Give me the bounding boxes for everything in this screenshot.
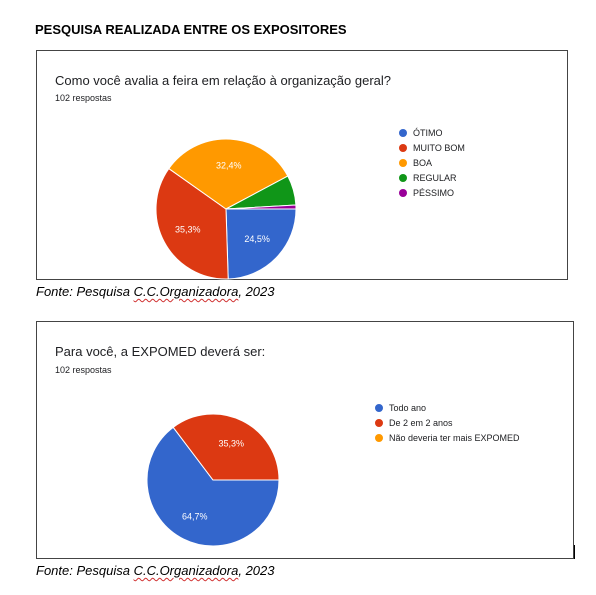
pie-chart: 64,7% 35,3% xyxy=(146,413,280,547)
legend-item-de-2-em-2-anos: De 2 em 2 anos xyxy=(375,415,520,430)
response-count: 102 respostas xyxy=(55,365,112,375)
slice-data-label: 64,7% xyxy=(182,512,208,522)
legend-swatch xyxy=(399,158,407,167)
pie-slice-otimo xyxy=(225,208,297,280)
slice-data-label: 32,4% xyxy=(216,161,242,171)
pie-slice-muito-bom xyxy=(155,167,229,280)
source-prefix: Fonte: Pesquisa xyxy=(36,563,134,578)
legend-label: PÉSSIMO xyxy=(413,187,455,198)
slice-data-label: 35,3% xyxy=(218,438,244,448)
legend-swatch xyxy=(375,418,383,427)
slice-data-label: 24,5% xyxy=(244,234,270,244)
chart-title: Como você avalia a feira em relação à or… xyxy=(55,73,392,88)
legend-label: Todo ano xyxy=(389,402,427,413)
legend-swatch xyxy=(375,403,383,412)
legend-item-otimo: ÓTIMO xyxy=(399,125,465,140)
slice-data-label: 35,3% xyxy=(175,225,201,235)
page-edge-mark xyxy=(574,545,575,559)
legend-item-todo-ano: Todo ano xyxy=(375,400,520,415)
chart-legend: Todo ano De 2 em 2 anos Não deveria ter ma… xyxy=(375,400,520,445)
pie-slice-pessimo xyxy=(225,204,297,210)
chart-panel-organization: Como você avalia a feira em relação à or… xyxy=(36,50,568,280)
legend-item-muito-bom: MUITO BOM xyxy=(399,140,465,155)
source-caption: Fonte: Pesquisa C.C.Organizadora, 2023 xyxy=(36,563,275,578)
source-organization: C.C.Organizadora xyxy=(133,284,239,299)
source-organization: C.C.Organizadora xyxy=(133,563,239,578)
legend-label: ÓTIMO xyxy=(413,127,443,138)
pie-chart: 24,5% 35,3% 32,4% xyxy=(155,138,297,280)
source-caption: Fonte: Pesquisa C.C.Organizadora, 2023 xyxy=(36,284,275,299)
legend-swatch xyxy=(399,173,407,182)
source-suffix: , 2023 xyxy=(238,284,275,299)
legend-label: MUITO BOM xyxy=(413,142,465,153)
legend-item-regular: REGULAR xyxy=(399,170,465,185)
page-heading: PESQUISA REALIZADA ENTRE OS EXPOSITORES xyxy=(35,22,347,37)
legend-label: Não deveria ter mais EXPOMED xyxy=(389,432,520,443)
pie-slice-de-2-em-2-anos xyxy=(172,413,280,481)
legend-swatch xyxy=(399,188,407,197)
legend-swatch xyxy=(399,143,407,152)
chart-title: Para você, a EXPOMED deverá ser: xyxy=(55,344,266,359)
legend-label: De 2 em 2 anos xyxy=(389,417,453,428)
source-prefix: Fonte: Pesquisa xyxy=(36,284,134,299)
legend-label: REGULAR xyxy=(413,172,457,183)
legend-swatch xyxy=(375,433,383,442)
pie-slice-todo-ano xyxy=(146,426,280,547)
chart-panel-frequency: Para você, a EXPOMED deverá ser: 102 res… xyxy=(36,321,574,559)
source-suffix: , 2023 xyxy=(238,563,275,578)
response-count: 102 respostas xyxy=(55,93,112,103)
legend-item-pessimo: PÉSSIMO xyxy=(399,185,465,200)
chart-legend: ÓTIMO MUITO BOM BOA REGULAR PÉSSIMO xyxy=(399,125,465,200)
legend-swatch xyxy=(399,128,407,137)
legend-item-nao-deveria-ter-mais-expomed: Não deveria ter mais EXPOMED xyxy=(375,430,520,445)
legend-item-boa: BOA xyxy=(399,155,465,170)
legend-label: BOA xyxy=(413,157,433,168)
